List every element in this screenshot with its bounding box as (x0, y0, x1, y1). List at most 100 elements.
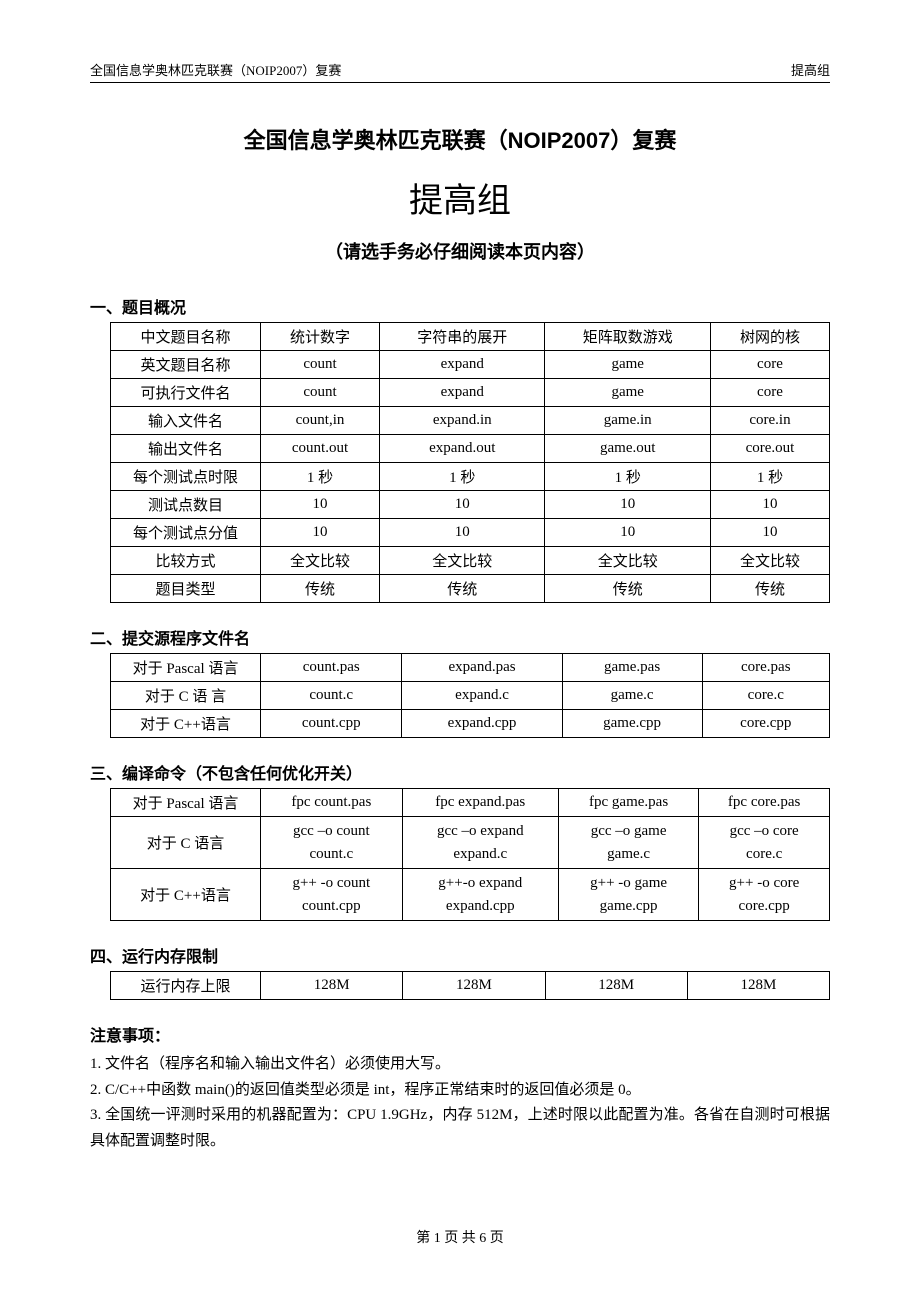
table-row: 对于 C 语 言count.cexpand.cgame.ccore.c (111, 682, 830, 710)
table-row: 对于 Pascal 语言fpc count.pasfpc expand.pasf… (111, 789, 830, 817)
table-cell: 中文题目名称 (111, 323, 261, 351)
table-cell: 1 秒 (380, 463, 545, 491)
table-cell: core.cpp (702, 710, 829, 738)
table-memory-limit: 运行内存上限128M128M128M128M (110, 971, 830, 1000)
table-cell: count.c (261, 682, 402, 710)
notes-list: 1. 文件名（程序名和输入输出文件名）必须使用大写。2. C/C++中函数 ma… (90, 1052, 830, 1154)
table-cell: 全文比较 (545, 547, 710, 575)
table-row: 中文题目名称统计数字字符串的展开矩阵取数游戏树网的核 (111, 323, 830, 351)
table-cell: gcc –o gamegame.c (558, 817, 698, 869)
table-cell: 10 (380, 491, 545, 519)
table-cell: 传统 (710, 575, 829, 603)
table-cell: 对于 C 语言 (111, 817, 261, 869)
page-title: 全国信息学奥林匹克联赛（NOIP2007）复赛 (90, 123, 830, 155)
table-cell: expand (380, 379, 545, 407)
table-cell: core.pas (702, 654, 829, 682)
table-cell: fpc count.pas (261, 789, 403, 817)
table-row: 每个测试点分值10101010 (111, 519, 830, 547)
table-cell: fpc core.pas (699, 789, 830, 817)
note-item: 3. 全国统一评测时采用的机器配置为：CPU 1.9GHz，内存 512M，上述… (90, 1103, 830, 1154)
table-cell: 10 (545, 491, 710, 519)
table-cell: count.cpp (261, 710, 402, 738)
table-cell: gcc –o corecore.c (699, 817, 830, 869)
table-cell: 对于 C++语言 (111, 710, 261, 738)
section3-heading: 三、编译命令（不包含任何优化开关） (90, 760, 830, 784)
table-cell: expand.c (402, 682, 562, 710)
table-cell: game (545, 379, 710, 407)
table-cell: 字符串的展开 (380, 323, 545, 351)
table-cell: 输入文件名 (111, 407, 261, 435)
table-row: 可执行文件名countexpandgamecore (111, 379, 830, 407)
table-cell: 10 (261, 519, 380, 547)
table-cell: game.pas (562, 654, 702, 682)
table-cell: count.out (261, 435, 380, 463)
table-cell: 128M (687, 972, 829, 1000)
table-cell: game.in (545, 407, 710, 435)
table-row: 对于 C 语言gcc –o countcount.cgcc –o expande… (111, 817, 830, 869)
table-cell: 全文比较 (380, 547, 545, 575)
table-cell: 每个测试点时限 (111, 463, 261, 491)
table-cell: 传统 (545, 575, 710, 603)
table-cell: g++-o expandexpand.cpp (402, 869, 558, 921)
section4-heading: 四、运行内存限制 (90, 943, 830, 967)
table-cell: core.in (710, 407, 829, 435)
table-cell: 每个测试点分值 (111, 519, 261, 547)
table-cell: gcc –o expandexpand.c (402, 817, 558, 869)
table-cell: 对于 Pascal 语言 (111, 654, 261, 682)
header-right: 提高组 (791, 60, 830, 79)
table-cell: 运行内存上限 (111, 972, 261, 1000)
table-cell: count,in (261, 407, 380, 435)
table-cell: 英文题目名称 (111, 351, 261, 379)
table-cell: g++ -o countcount.cpp (261, 869, 403, 921)
table-cell: expand.cpp (402, 710, 562, 738)
table-cell: expand.out (380, 435, 545, 463)
table-cell: expand (380, 351, 545, 379)
page-footer: 第 1 页 共 6 页 (0, 1227, 920, 1247)
table-cell: game.cpp (562, 710, 702, 738)
table-cell: 传统 (261, 575, 380, 603)
section1-heading: 一、题目概况 (90, 294, 830, 318)
table-cell: 128M (545, 972, 687, 1000)
table-cell: 对于 Pascal 语言 (111, 789, 261, 817)
section2-heading: 二、提交源程序文件名 (90, 625, 830, 649)
group-title: 提高组 (90, 173, 830, 222)
table-cell: 1 秒 (545, 463, 710, 491)
table-source-files: 对于 Pascal 语言count.pasexpand.pasgame.pasc… (110, 653, 830, 738)
subtitle: （请选手务必仔细阅读本页内容） (90, 238, 830, 264)
table-cell: core (710, 379, 829, 407)
table-cell: 统计数字 (261, 323, 380, 351)
table-cell: count (261, 379, 380, 407)
table-cell: expand.pas (402, 654, 562, 682)
table-row: 运行内存上限128M128M128M128M (111, 972, 830, 1000)
table-overview: 中文题目名称统计数字字符串的展开矩阵取数游戏树网的核英文题目名称countexp… (110, 322, 830, 603)
table-cell: fpc game.pas (558, 789, 698, 817)
table-cell: 可执行文件名 (111, 379, 261, 407)
table-cell: 测试点数目 (111, 491, 261, 519)
table-cell: 树网的核 (710, 323, 829, 351)
table-cell: count (261, 351, 380, 379)
table-cell: 传统 (380, 575, 545, 603)
table-cell: 对于 C 语 言 (111, 682, 261, 710)
table-cell: core (710, 351, 829, 379)
table-cell: 128M (261, 972, 403, 1000)
table-row: 测试点数目10101010 (111, 491, 830, 519)
table-cell: 全文比较 (710, 547, 829, 575)
table-cell: 10 (545, 519, 710, 547)
table-cell: 题目类型 (111, 575, 261, 603)
table-row: 对于 Pascal 语言count.pasexpand.pasgame.pasc… (111, 654, 830, 682)
table-cell: expand.in (380, 407, 545, 435)
table-cell: 矩阵取数游戏 (545, 323, 710, 351)
table-row: 每个测试点时限1 秒1 秒1 秒1 秒 (111, 463, 830, 491)
table-cell: game.out (545, 435, 710, 463)
notes-heading: 注意事项： (90, 1022, 830, 1046)
table-row: 输出文件名count.outexpand.outgame.outcore.out (111, 435, 830, 463)
table-row: 比较方式全文比较全文比较全文比较全文比较 (111, 547, 830, 575)
table-cell: 比较方式 (111, 547, 261, 575)
table-row: 对于 C++语言g++ -o countcount.cppg++-o expan… (111, 869, 830, 921)
note-item: 1. 文件名（程序名和输入输出文件名）必须使用大写。 (90, 1052, 830, 1078)
table-cell: 1 秒 (261, 463, 380, 491)
table-cell: 10 (380, 519, 545, 547)
table-row: 题目类型传统传统传统传统 (111, 575, 830, 603)
table-cell: count.pas (261, 654, 402, 682)
table-compile-commands: 对于 Pascal 语言fpc count.pasfpc expand.pasf… (110, 788, 830, 921)
